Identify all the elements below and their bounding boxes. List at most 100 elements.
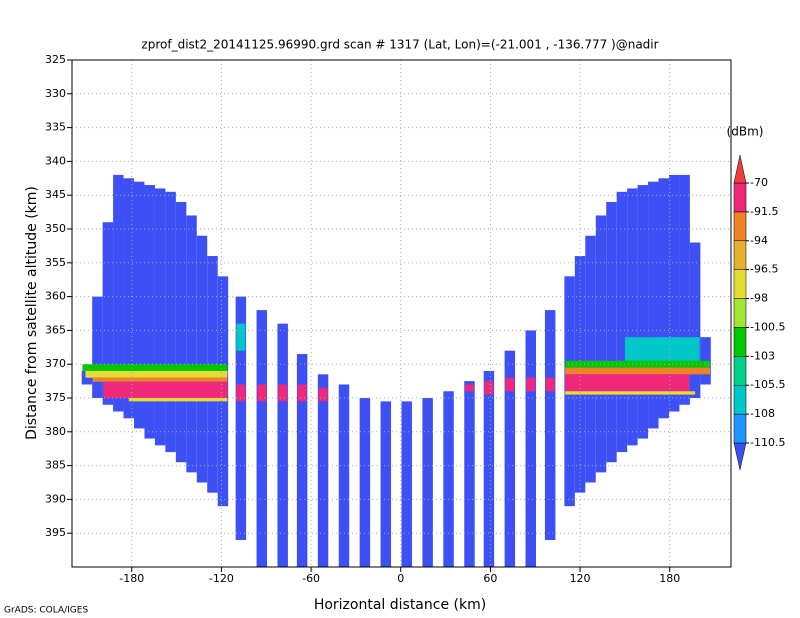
echo-column — [102, 222, 114, 405]
echo-band — [103, 381, 228, 398]
colorbar-segment — [733, 211, 747, 242]
echo-column — [525, 330, 536, 567]
y-tick-label: 380 — [45, 425, 66, 438]
echo-band — [565, 374, 690, 392]
y-tick-label: 345 — [45, 188, 66, 201]
colorbar-tip — [733, 442, 747, 471]
colorbar-label: -105.5 — [750, 378, 785, 391]
echo-band — [545, 377, 555, 392]
echo-band — [318, 387, 328, 402]
echo-column — [380, 401, 392, 567]
echo-column — [648, 181, 659, 429]
echo-column — [689, 242, 701, 398]
y-tick-label: 350 — [45, 222, 66, 235]
plot-area — [81, 174, 711, 567]
colorbar-label: -108 — [750, 407, 775, 420]
echo-band — [465, 384, 474, 392]
echo-column — [464, 381, 475, 567]
echo-column — [235, 296, 247, 540]
echo-band — [565, 367, 711, 375]
echo-column — [422, 398, 433, 567]
colorbar-segment — [733, 298, 747, 328]
echo-column — [595, 215, 607, 473]
colorbar-segment — [733, 240, 747, 270]
echo-column — [175, 201, 187, 463]
y-tick-label: 375 — [45, 391, 66, 404]
y-tick-label: 355 — [45, 256, 66, 269]
y-tick-label: 325 — [45, 53, 66, 66]
echo-column — [186, 215, 197, 473]
echo-column — [483, 370, 495, 567]
echo-band — [484, 381, 494, 395]
chart-title: zprof_dist2_20141125.96990.grd scan # 13… — [141, 38, 658, 52]
echo-column — [544, 310, 556, 540]
echo-band — [624, 337, 700, 361]
echo-band — [505, 377, 515, 392]
echo-column — [196, 235, 208, 483]
echo-column — [658, 178, 669, 419]
echo-band — [297, 384, 307, 402]
y-tick-label: 335 — [45, 121, 66, 134]
colorbar-label: -100.5 — [750, 320, 785, 333]
colorbar-label: -94 — [750, 234, 768, 247]
echo-column — [134, 181, 145, 429]
echo-column — [504, 350, 516, 567]
y-tick-label: 330 — [45, 87, 66, 100]
echo-band — [236, 384, 246, 402]
echo-column — [616, 191, 628, 453]
echo-column — [627, 188, 638, 446]
echo-column — [277, 323, 288, 567]
echo-column — [144, 185, 155, 439]
echo-band — [236, 323, 246, 351]
echo-column — [113, 174, 124, 412]
colorbar-segment — [733, 384, 747, 415]
echo-column — [123, 178, 135, 419]
y-tick-label: 340 — [45, 154, 66, 167]
colorbar-label: -98 — [750, 292, 768, 305]
colorbar-tip — [733, 154, 747, 184]
echo-column — [637, 185, 649, 439]
echo-column — [256, 310, 268, 567]
echo-band — [92, 377, 228, 382]
x-tick-label: 180 — [659, 572, 680, 585]
y-tick-label: 385 — [45, 459, 66, 472]
colorbar-segment — [733, 413, 747, 444]
y-tick-label: 390 — [45, 492, 66, 505]
colorbar-segment — [733, 269, 747, 299]
y-tick-label: 395 — [45, 526, 66, 539]
colorbar-label: -96.5 — [750, 263, 778, 276]
colorbar-label: (dBm) — [727, 125, 764, 139]
colorbar-label: -103 — [750, 349, 775, 362]
echo-column — [585, 235, 596, 483]
echo-column — [338, 384, 350, 567]
echo-band — [278, 384, 288, 402]
echo-column — [317, 374, 329, 567]
echo-column — [668, 174, 680, 412]
x-tick-label: -180 — [119, 572, 144, 585]
colorbar-label: -91.5 — [750, 205, 778, 218]
echo-column — [92, 296, 103, 398]
echo-band — [257, 384, 267, 402]
x-tick-label: -120 — [209, 572, 234, 585]
colorbar-label: -70 — [750, 176, 768, 189]
echo-band — [565, 391, 696, 395]
echo-column — [679, 174, 690, 405]
x-tick-label: 120 — [570, 572, 591, 585]
echo-band — [85, 370, 228, 378]
echo-column — [401, 401, 412, 567]
echo-band — [82, 364, 228, 371]
echo-column — [296, 354, 308, 567]
echo-column — [154, 188, 166, 446]
echo-column — [606, 201, 617, 463]
echo-band — [526, 377, 536, 392]
colorbar-segment — [733, 327, 747, 357]
x-tick-label: 0 — [397, 572, 404, 585]
plot-frame — [71, 59, 732, 568]
footer: GrADS: COLA/IGES — [4, 606, 88, 616]
x-tick-label: 60 — [483, 572, 497, 585]
echo-column — [443, 391, 454, 567]
y-tick-label: 360 — [45, 290, 66, 303]
colorbar-label: -110.5 — [750, 436, 785, 449]
y-axis-label: Distance from satellite altitude (km) — [24, 186, 40, 440]
echo-column — [165, 191, 176, 453]
